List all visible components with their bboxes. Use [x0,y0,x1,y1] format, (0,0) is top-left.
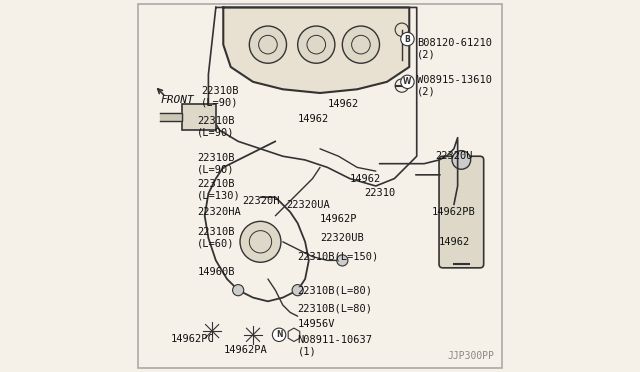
Text: 22320H: 22320H [242,196,280,206]
Text: B: B [404,35,410,44]
Text: 22320UA: 22320UA [287,200,330,209]
Text: 14962PC: 14962PC [172,334,215,343]
Text: 14962: 14962 [349,174,381,183]
Circle shape [401,75,414,89]
Text: 22320HA: 22320HA [197,207,241,217]
Text: 14962: 14962 [328,99,358,109]
Circle shape [452,151,470,169]
Text: 22310B
(L=90): 22310B (L=90) [197,153,235,174]
Text: 14960B: 14960B [197,267,235,276]
Circle shape [401,32,414,46]
Text: 22320U: 22320U [435,151,473,161]
Text: 22310B
(L=130): 22310B (L=130) [197,179,241,201]
Text: 14962PB: 14962PB [431,207,476,217]
Text: 14962: 14962 [439,237,470,247]
Text: 14962PA: 14962PA [223,345,267,355]
Text: JJP300PP: JJP300PP [448,351,495,361]
Text: 14956V: 14956V [298,319,335,328]
Text: 14962: 14962 [298,114,329,124]
Text: 22310B
(L=60): 22310B (L=60) [197,227,235,249]
Circle shape [298,26,335,63]
Circle shape [240,221,281,262]
Circle shape [273,328,286,341]
Circle shape [342,26,380,63]
FancyBboxPatch shape [138,4,502,368]
Text: W: W [403,77,412,86]
Text: N: N [276,330,282,339]
Polygon shape [182,104,216,130]
Text: 22310B
(L=90): 22310B (L=90) [201,86,239,108]
Text: 14962P: 14962P [320,215,358,224]
Text: 22310B(L=80): 22310B(L=80) [298,285,372,295]
Circle shape [337,255,348,266]
Polygon shape [160,113,182,121]
Text: 22310B
(L=90): 22310B (L=90) [197,116,235,137]
FancyBboxPatch shape [439,156,484,268]
Circle shape [232,285,244,296]
Text: 22310: 22310 [365,189,396,198]
Circle shape [292,285,303,296]
Text: 22310B(L=150): 22310B(L=150) [298,252,379,262]
Text: FRONT: FRONT [160,96,194,105]
Text: N08911-10637
(1): N08911-10637 (1) [298,335,372,357]
Text: B08120-61210
(2): B08120-61210 (2) [417,38,492,59]
Text: 22310B(L=80): 22310B(L=80) [298,304,372,314]
Text: W08915-13610
(2): W08915-13610 (2) [417,75,492,96]
Circle shape [250,26,287,63]
Polygon shape [223,7,410,93]
Text: 22320UB: 22320UB [320,233,364,243]
